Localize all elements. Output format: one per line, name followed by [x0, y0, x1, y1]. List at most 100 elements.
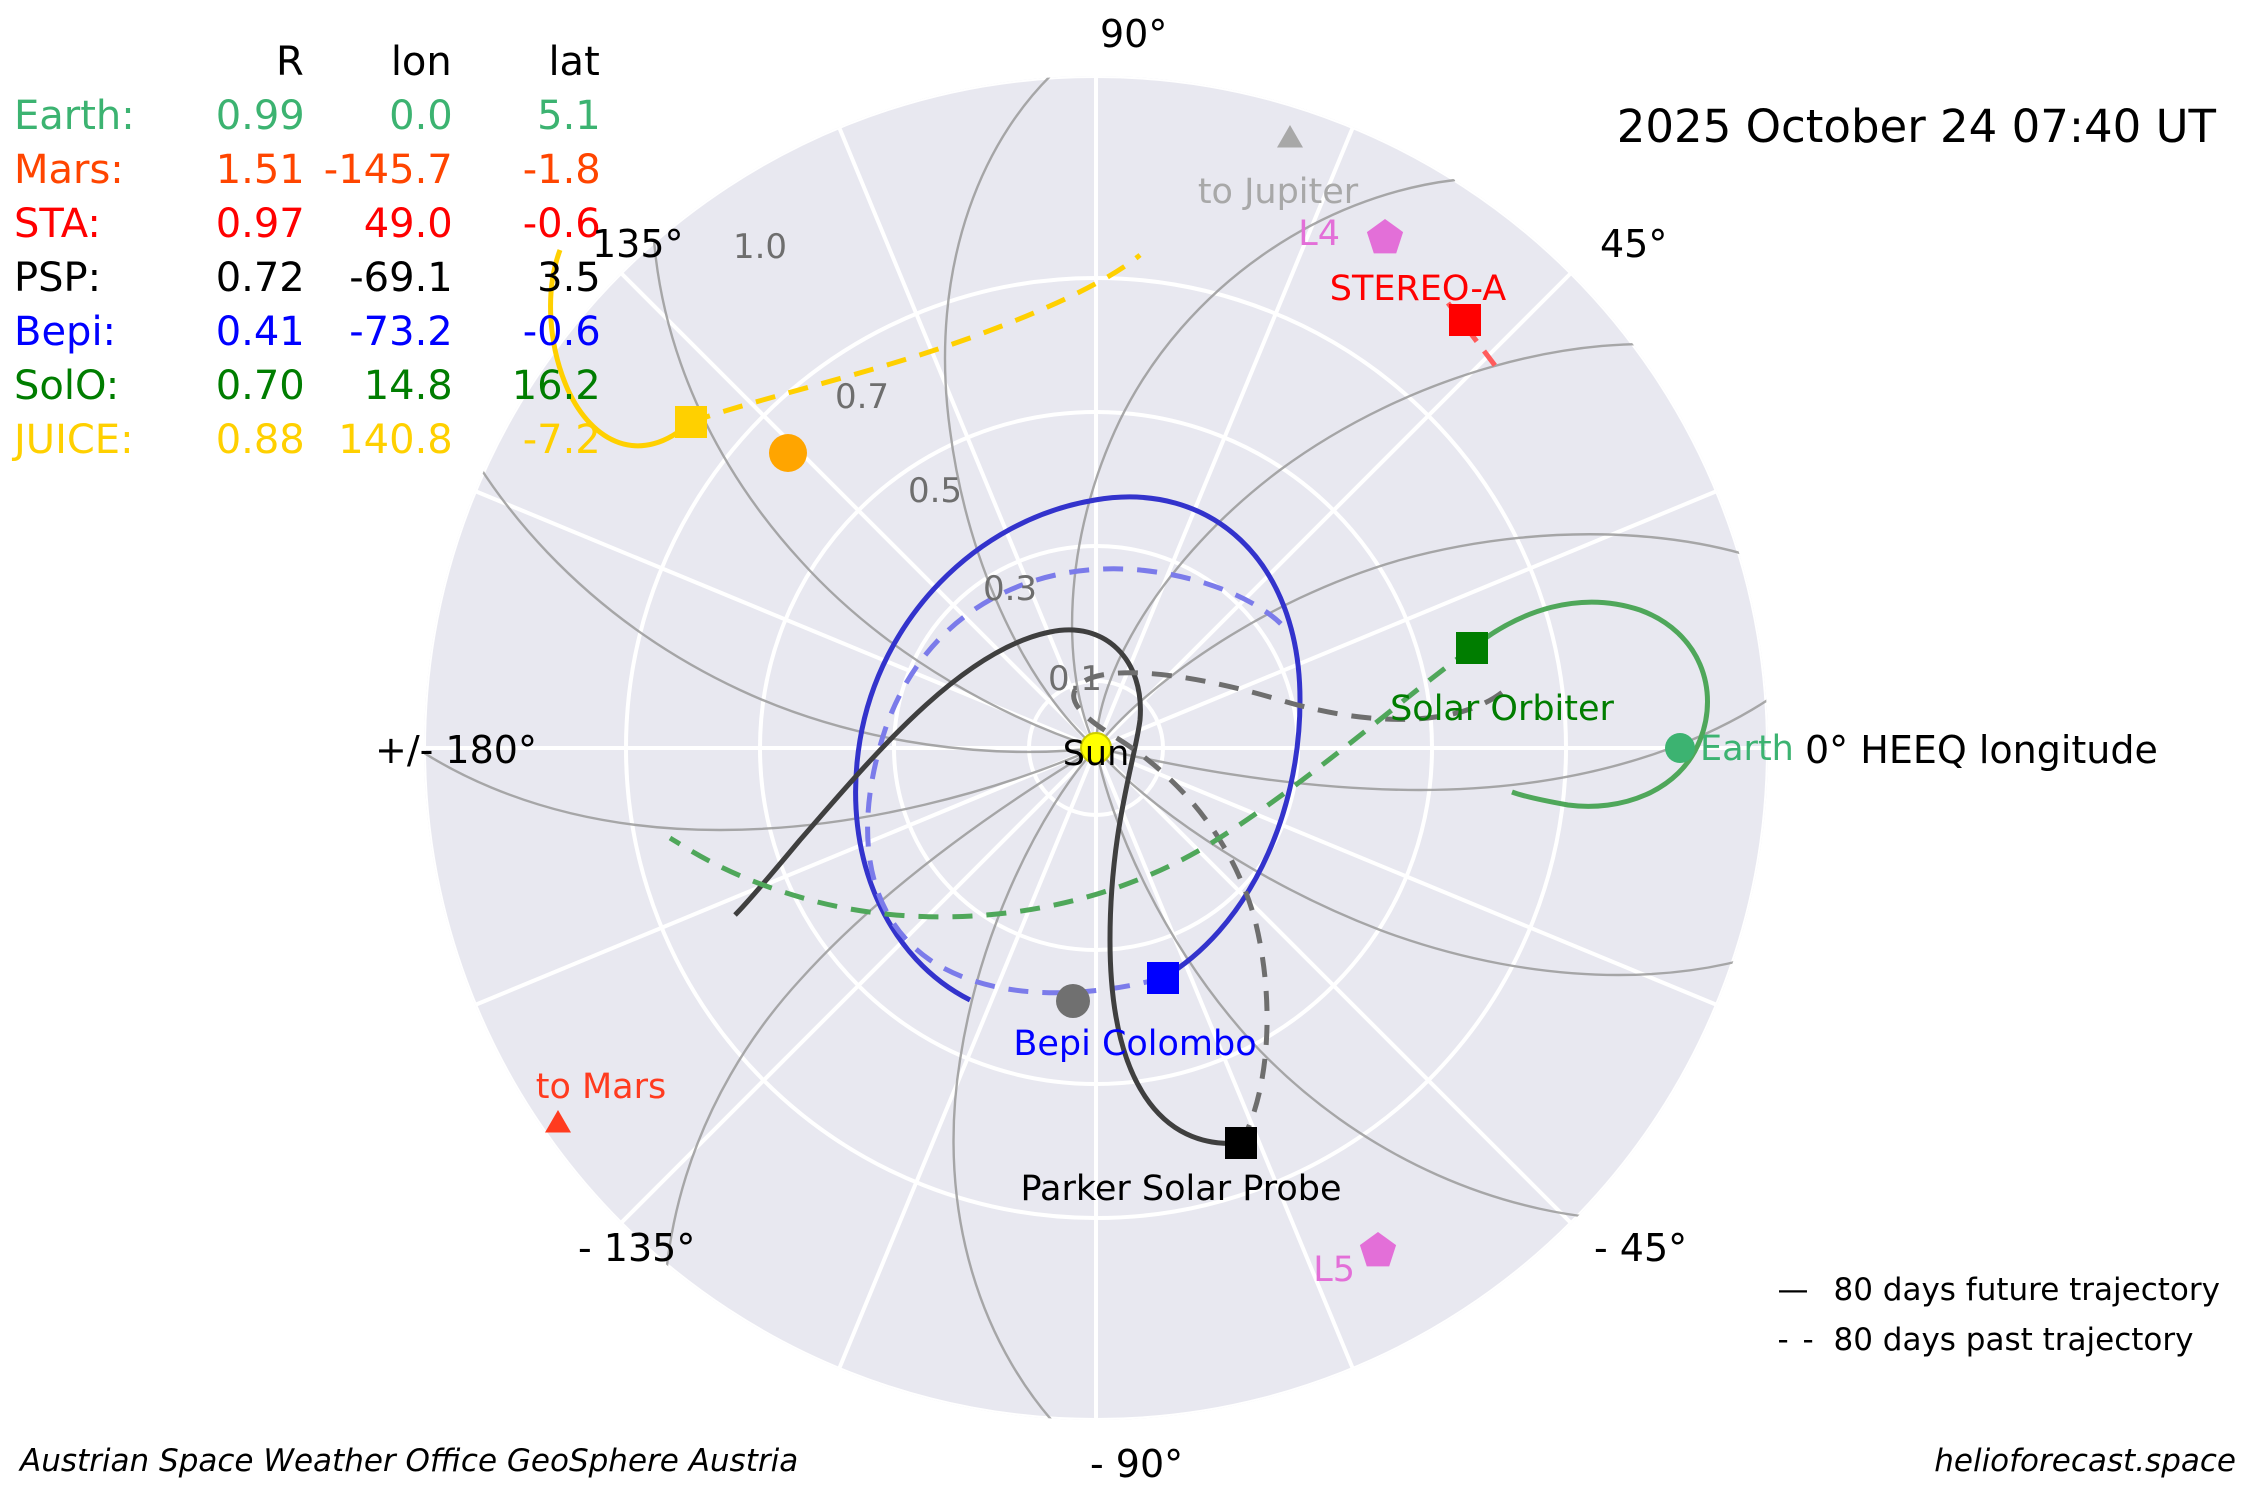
marker-mercury[interactable] [1056, 984, 1090, 1018]
table-cell-lon: -145.7 [323, 147, 453, 193]
legend-label: 80 days future trajectory [1833, 1272, 2220, 1308]
angle-label: - 45° [1594, 1226, 1688, 1270]
radial-tick-label: 1.0 [733, 227, 787, 267]
marker-stereo-a[interactable] [1449, 304, 1481, 336]
table-cell-r: 0.88 [215, 417, 305, 463]
table-row: STA: 0.97 49.0 -0.6 [14, 197, 601, 251]
table-cell-name: Earth: [14, 93, 135, 139]
angle-label: 0° HEEQ longitude [1805, 728, 2158, 772]
table-cell-r: 1.51 [215, 147, 305, 193]
date-title: 2025 October 24 07:40 UT [1616, 100, 2216, 153]
angle-label: 45° [1600, 222, 1668, 266]
table-row: Bepi: 0.41 -73.2 -0.6 [14, 305, 601, 359]
label-parker-solar-probe: Parker Solar Probe [1020, 1169, 1341, 1209]
marker-l5[interactable] [1359, 1232, 1397, 1267]
table-cell-lat: 16.2 [511, 363, 601, 409]
table-cell-name: Mars: [14, 147, 124, 193]
table-cell-lat: 5.1 [537, 93, 601, 139]
col-head-lat: lat [548, 39, 600, 85]
table-cell-name: SolO: [14, 363, 120, 409]
label-l5: L5 [1313, 1250, 1355, 1290]
angle-label: 90° [1100, 12, 1168, 56]
trajectory-bepi-future [853, 494, 1303, 1003]
label-bepi-colombo: Bepi Colombo [1013, 1024, 1256, 1064]
angle-label: - 90° [1090, 1442, 1184, 1486]
table-cell-r: 0.41 [215, 309, 305, 355]
label-stereo-a: STEREO-A [1330, 269, 1507, 309]
table-cell-lon: -69.1 [349, 255, 453, 301]
marker-parker-solar-probe[interactable] [1225, 1127, 1257, 1159]
angle-label: +/- 180° [375, 728, 537, 772]
table-cell-r: 0.97 [215, 201, 305, 247]
trajectory-legend: — 80 days future trajectory - - 80 days pas… [1777, 1272, 2220, 1372]
legend-item: - - 80 days past trajectory [1777, 1322, 2220, 1358]
radial-tick-label: 0.7 [835, 377, 889, 417]
marker-venus[interactable] [769, 434, 807, 472]
label-earth: Earth [1700, 729, 1794, 769]
trajectory-juice-past [690, 253, 1142, 425]
marker-solar-orbiter[interactable] [1456, 632, 1488, 664]
radial-tick-label: 0.1 [1048, 659, 1102, 699]
trajectory-solo-future [1470, 599, 1710, 809]
angle-label: 135° [592, 222, 684, 266]
marker-l4[interactable] [1366, 219, 1404, 254]
marker-juice[interactable] [675, 406, 707, 438]
label-to-jupiter: to Jupiter [1198, 172, 1359, 212]
table-row: SolO: 0.70 14.8 16.2 [14, 359, 601, 413]
radial-gridlines [424, 76, 1768, 1420]
table-cell-lon: 0.0 [389, 93, 453, 139]
table-cell-name: STA: [14, 201, 101, 247]
table-cell-lon: 140.8 [338, 417, 453, 463]
table-cell-lat: -7.2 [522, 417, 601, 463]
trajectory-juice-future [548, 249, 693, 449]
table-cell-name: Bepi: [14, 309, 117, 355]
table-row: Mars: 1.51 -145.7 -1.8 [14, 143, 601, 197]
table-header-row: R lon lat [14, 38, 601, 89]
table-cell-lon: 49.0 [363, 201, 453, 247]
angle-label: - 135° [578, 1226, 696, 1270]
table-cell-lon: -73.2 [349, 309, 453, 355]
footer-website: helioforecast.space [1934, 1443, 2236, 1479]
table-cell-r: 0.72 [215, 255, 305, 301]
legend-line-glyph: - - [1777, 1322, 1816, 1358]
trajectory-psp-future [733, 627, 1242, 1146]
marker-bepi-colombo[interactable] [1147, 962, 1179, 994]
legend-item: — 80 days future trajectory [1777, 1272, 2220, 1308]
table-row: JUICE: 0.88 140.8 -7.2 [14, 413, 601, 467]
radial-tick-label: 0.5 [908, 471, 962, 511]
table-cell-r: 0.70 [215, 363, 305, 409]
table-cell-lat: 3.5 [537, 255, 601, 301]
marker-earth[interactable] [1665, 733, 1695, 763]
radial-tick-label: 0.3 [983, 569, 1037, 609]
legend-line-glyph: — [1777, 1272, 1811, 1308]
radial-tick-labels: 1.0 0.7 0.5 0.3 0.1 [733, 227, 1102, 699]
trajectory-solo-past [668, 645, 1474, 920]
marker-to-jupiter[interactable] [1277, 125, 1303, 148]
table-cell-lon: 14.8 [363, 363, 453, 409]
footer-organization: Austrian Space Weather Office GeoSphere … [20, 1443, 799, 1479]
label-solar-orbiter: Solar Orbiter [1390, 689, 1614, 729]
marker-to-mars[interactable] [545, 1110, 571, 1133]
table-row: Earth: 0.99 0.0 5.1 [14, 89, 601, 143]
label-to-mars: to Mars [536, 1067, 667, 1107]
legend-label: 80 days past trajectory [1833, 1322, 2194, 1358]
col-head-r: R [275, 39, 304, 85]
table-cell-lat: -0.6 [522, 309, 601, 355]
position-table: R lon lat Earth: 0.99 0.0 5.1 Mars: 1.51 -145.… [14, 38, 601, 467]
label-sun: Sun [1063, 734, 1130, 774]
parker-spiral-lines [424, 76, 1768, 1420]
body-markers: Sun Earth STEREO-A Solar Orbiter Bepi Colomb… [536, 125, 1794, 1290]
trajectory-bepi-past [865, 566, 1284, 996]
table-cell-r: 0.99 [215, 93, 305, 139]
marker-sun[interactable] [1080, 732, 1112, 764]
table-cell-name: PSP: [14, 255, 102, 301]
table-cell-lat: -1.8 [522, 147, 601, 193]
table-cell-name: JUICE: [14, 417, 134, 463]
table-cell-lat: -0.6 [522, 201, 601, 247]
table-row: PSP: 0.72 -69.1 3.5 [14, 251, 601, 305]
col-head-lon: lon [390, 39, 452, 85]
trajectory-psp-past [1071, 670, 1507, 1145]
label-l4: L4 [1298, 214, 1340, 254]
